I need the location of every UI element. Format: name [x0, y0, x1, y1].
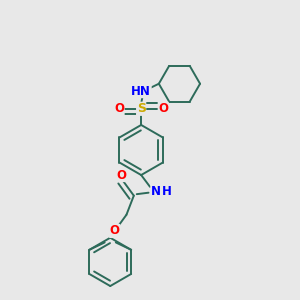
Text: HN: HN [131, 85, 151, 98]
Text: O: O [110, 224, 120, 238]
Text: N: N [151, 185, 161, 198]
Text: H: H [162, 185, 172, 198]
Text: O: O [114, 102, 124, 115]
Text: O: O [158, 102, 168, 115]
Text: O: O [116, 169, 126, 182]
Text: S: S [137, 102, 146, 115]
